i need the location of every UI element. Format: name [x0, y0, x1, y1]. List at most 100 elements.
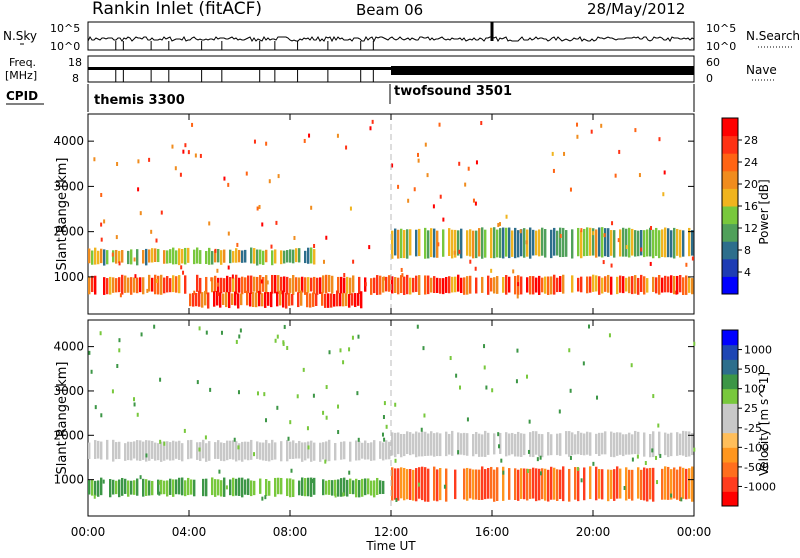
heatmap-cell [103, 249, 106, 266]
heatmap-cell [184, 480, 187, 497]
heatmap-cell [622, 434, 625, 457]
heatmap-cell [616, 432, 619, 456]
scatter-speck [576, 134, 579, 139]
heatmap-cell [472, 434, 475, 457]
heatmap-cell [265, 249, 268, 263]
scatter-speck [602, 260, 605, 265]
scatter-speck [395, 497, 398, 502]
heatmap-cell [487, 432, 490, 455]
heatmap-cell [454, 276, 457, 293]
scatter-speck [498, 222, 501, 227]
heatmap-cell [583, 467, 586, 501]
heatmap-cell [202, 439, 205, 459]
heatmap-cell [94, 275, 97, 295]
heatmap-cell [607, 228, 610, 257]
heatmap-cell [391, 432, 394, 456]
heatmap-cell [577, 277, 580, 292]
heatmap-cell [109, 479, 112, 498]
heatmap-cell [160, 479, 163, 495]
scatter-speck [119, 293, 122, 298]
heatmap-cell [667, 466, 670, 500]
heatmap-cell [88, 442, 91, 460]
heatmap-cell [463, 277, 466, 295]
heatmap-cell [601, 469, 604, 500]
heatmap-cell [286, 478, 289, 497]
heatmap-cell [541, 277, 544, 293]
heatmap-cell [631, 228, 634, 256]
scatter-speck [214, 248, 217, 253]
heatmap-cell [415, 468, 418, 502]
heatmap-cell [466, 230, 469, 256]
heatmap-cell [409, 277, 412, 295]
scatter-speck [160, 210, 163, 215]
x-axis-label: Time UT [365, 539, 416, 553]
scatter-speck [623, 485, 626, 490]
scatter-speck [306, 426, 309, 431]
scatter-speck [155, 238, 158, 243]
scatter-speck [179, 172, 182, 177]
heatmap-cell [439, 468, 442, 501]
heatmap-cell [430, 277, 433, 293]
scatter-speck [400, 267, 403, 272]
velocity-ylabel: Slant Range [km] [55, 362, 70, 475]
heatmap-cell [472, 230, 475, 259]
heatmap-cell [385, 440, 388, 460]
heatmap-cell [598, 469, 601, 499]
heatmap-cell [166, 441, 169, 460]
heatmap-cell [250, 247, 253, 264]
scatter-speck [227, 231, 230, 236]
heatmap-cell [175, 276, 178, 293]
heatmap-cell [166, 276, 169, 293]
y-tick-label: 4000 [53, 134, 84, 148]
heatmap-cell [658, 431, 661, 456]
scatter-speck [663, 170, 666, 175]
heatmap-cell [286, 250, 289, 263]
heatmap-cell [298, 277, 301, 294]
heatmap-cell [508, 433, 511, 456]
scatter-speck [474, 266, 477, 271]
scatter-speck [133, 257, 136, 262]
heatmap-cell [118, 277, 121, 293]
scatter-speck [205, 330, 208, 335]
heatmap-cell [664, 275, 667, 293]
heatmap-cell [640, 274, 643, 292]
scatter-speck [100, 192, 103, 197]
power-cbar-tick-label: 20 [744, 178, 758, 191]
heatmap-cell [493, 469, 496, 502]
scatter-speck [576, 122, 579, 127]
heatmap-cell [484, 229, 487, 258]
scatter-speck [526, 468, 529, 473]
heatmap-cell [151, 248, 154, 263]
heatmap-cell [448, 228, 451, 256]
heatmap-cell [571, 432, 574, 456]
heatmap-cell [523, 468, 526, 500]
scatter-speck [517, 282, 520, 287]
scatter-speck [276, 334, 279, 339]
heatmap-cell [223, 249, 226, 263]
scatter-speck [194, 153, 197, 158]
heatmap-cell [436, 469, 439, 502]
velocity-cbar-swatch [722, 462, 738, 478]
heatmap-cell [220, 277, 223, 294]
heatmap-cell [313, 276, 316, 295]
scatter-speck [475, 160, 478, 165]
velocity-data [88, 324, 696, 502]
heatmap-cell [502, 227, 505, 259]
heatmap-cell [589, 276, 592, 293]
scatter-speck [558, 409, 561, 414]
scatter-speck [134, 274, 137, 279]
heatmap-cell [205, 276, 208, 295]
heatmap-cell [637, 467, 640, 499]
heatmap-cell [310, 277, 313, 292]
cpid-label: CPID [6, 89, 38, 103]
heatmap-cell [256, 441, 259, 459]
scatter-speck [342, 360, 345, 365]
heatmap-cell [172, 440, 175, 461]
heatmap-cell [241, 441, 244, 462]
heatmap-cell [222, 293, 225, 305]
heatmap-cell [487, 467, 490, 499]
heatmap-cell [538, 275, 541, 295]
heatmap-cell [309, 293, 312, 308]
scatter-speck [631, 457, 634, 462]
scatter-speck [617, 238, 620, 243]
